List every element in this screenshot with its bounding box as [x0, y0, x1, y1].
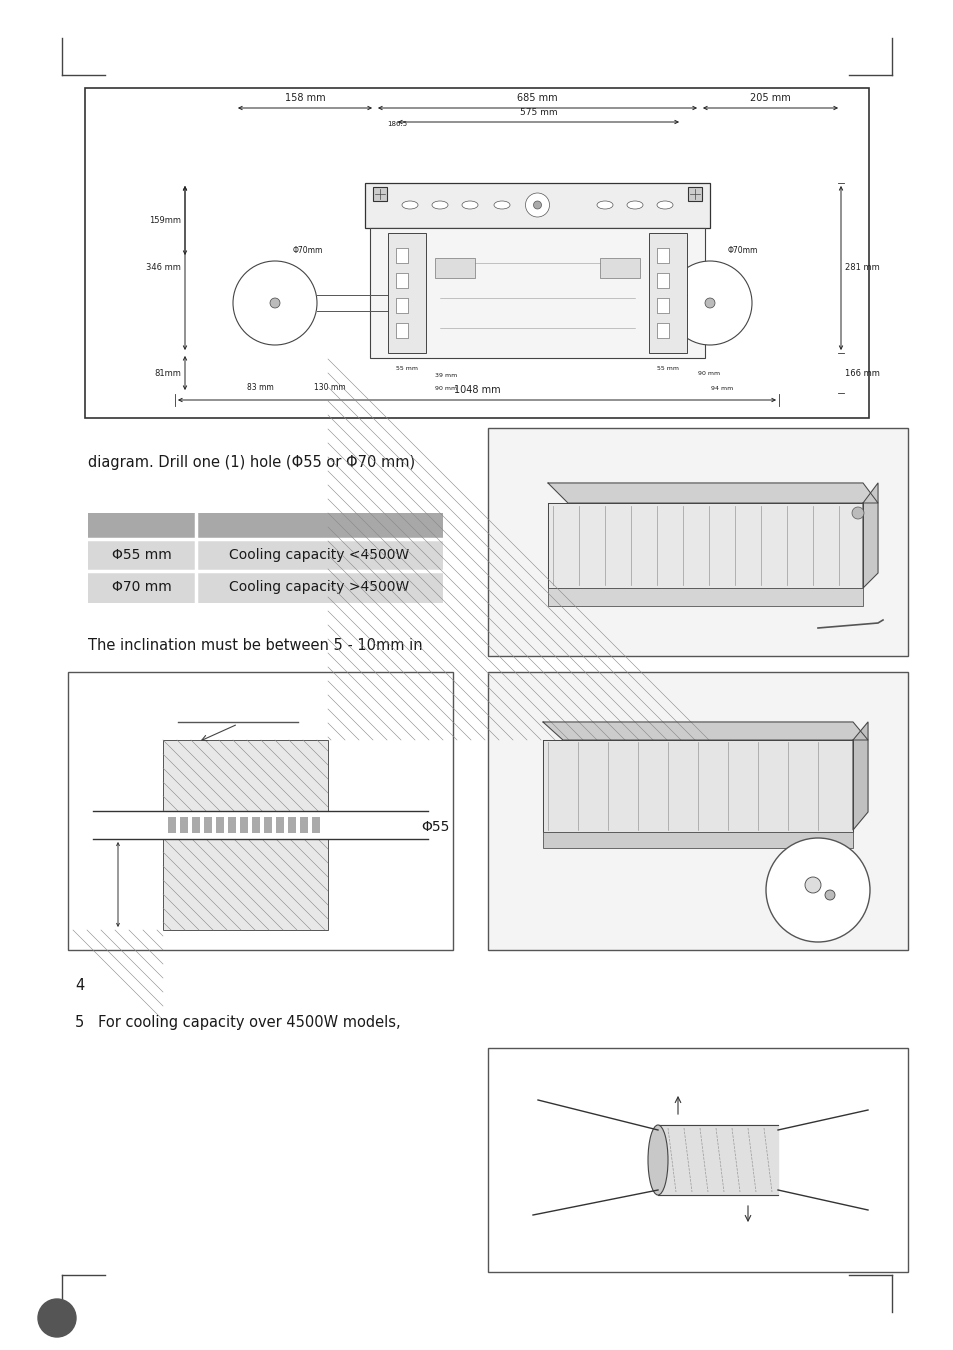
Text: 39 mm: 39 mm: [435, 373, 456, 378]
Bar: [365, 184, 709, 228]
Bar: [687, 188, 701, 201]
Bar: [388, 234, 426, 352]
Polygon shape: [547, 504, 862, 589]
Bar: [657, 298, 668, 313]
Bar: [657, 248, 668, 263]
Circle shape: [38, 1299, 76, 1336]
Text: 346 mm: 346 mm: [146, 263, 181, 273]
Text: 55 mm: 55 mm: [657, 366, 679, 371]
Bar: [488, 672, 907, 950]
Text: 186.5: 186.5: [387, 122, 407, 127]
Bar: [373, 188, 387, 201]
Ellipse shape: [529, 201, 544, 209]
Bar: [395, 273, 408, 288]
Polygon shape: [852, 722, 867, 830]
Text: 158 mm: 158 mm: [284, 93, 325, 103]
Circle shape: [851, 508, 863, 518]
Ellipse shape: [657, 201, 672, 209]
Circle shape: [233, 261, 316, 346]
Bar: [192, 817, 200, 833]
Text: 90 mm: 90 mm: [435, 386, 456, 391]
Text: 281 mm: 281 mm: [844, 263, 879, 273]
Text: 1048 mm: 1048 mm: [454, 385, 499, 396]
Text: 90 mm: 90 mm: [698, 371, 720, 377]
Text: 4: 4: [75, 977, 84, 994]
Bar: [88, 539, 442, 571]
Polygon shape: [542, 722, 867, 740]
Text: Φ55: Φ55: [420, 819, 449, 834]
Text: 575 mm: 575 mm: [519, 108, 557, 117]
Text: Φ70mm: Φ70mm: [727, 246, 758, 255]
Bar: [299, 817, 308, 833]
Bar: [395, 323, 408, 338]
Text: 159mm: 159mm: [149, 216, 181, 225]
Bar: [264, 817, 272, 833]
Circle shape: [525, 193, 549, 217]
Bar: [168, 817, 175, 833]
Bar: [599, 258, 639, 278]
Text: 94 mm: 94 mm: [710, 386, 732, 391]
Text: The inclination must be between 5 - 10mm in: The inclination must be between 5 - 10mm…: [88, 639, 422, 653]
Bar: [370, 228, 704, 358]
Circle shape: [765, 838, 869, 942]
Text: 166 mm: 166 mm: [844, 369, 879, 378]
Polygon shape: [542, 740, 852, 832]
Text: Cooling capacity <4500W: Cooling capacity <4500W: [229, 548, 409, 562]
Bar: [395, 298, 408, 313]
Text: 130 mm: 130 mm: [314, 383, 345, 392]
Ellipse shape: [494, 201, 510, 209]
Circle shape: [667, 261, 751, 346]
Polygon shape: [547, 483, 877, 504]
Bar: [648, 234, 686, 352]
Bar: [657, 273, 668, 288]
Bar: [395, 248, 408, 263]
Text: Φ70 mm: Φ70 mm: [112, 580, 172, 594]
Polygon shape: [658, 1125, 778, 1195]
Text: 5   For cooling capacity over 4500W models,: 5 For cooling capacity over 4500W models…: [75, 1015, 400, 1030]
Bar: [657, 323, 668, 338]
Bar: [542, 832, 852, 848]
Bar: [312, 817, 319, 833]
Bar: [488, 1048, 907, 1272]
Text: Φ55 mm: Φ55 mm: [112, 548, 172, 562]
Ellipse shape: [461, 201, 477, 209]
Bar: [215, 817, 224, 833]
Bar: [68, 672, 453, 950]
Bar: [88, 513, 442, 539]
Text: 55 mm: 55 mm: [395, 366, 417, 371]
Bar: [435, 258, 475, 278]
Bar: [88, 571, 442, 603]
Text: 81mm: 81mm: [154, 369, 181, 378]
Bar: [288, 817, 295, 833]
Text: Cooling capacity >4500W: Cooling capacity >4500W: [229, 580, 409, 594]
Bar: [488, 428, 907, 656]
Ellipse shape: [626, 201, 642, 209]
Polygon shape: [862, 483, 877, 589]
Bar: [252, 817, 260, 833]
Circle shape: [804, 878, 821, 892]
Bar: [240, 817, 248, 833]
Text: 83 mm: 83 mm: [247, 383, 274, 392]
Text: diagram. Drill one (1) hole (Φ55 or Φ70 mm): diagram. Drill one (1) hole (Φ55 or Φ70 …: [88, 455, 415, 470]
Circle shape: [270, 298, 280, 308]
Ellipse shape: [432, 201, 448, 209]
Ellipse shape: [647, 1125, 667, 1195]
Circle shape: [704, 298, 714, 308]
Bar: [275, 817, 284, 833]
Ellipse shape: [401, 201, 417, 209]
Bar: [547, 589, 862, 606]
Text: Φ70mm: Φ70mm: [293, 246, 323, 255]
Bar: [204, 817, 212, 833]
Text: 205 mm: 205 mm: [749, 93, 790, 103]
Bar: [180, 817, 188, 833]
Ellipse shape: [597, 201, 613, 209]
Bar: [228, 817, 235, 833]
Text: 685 mm: 685 mm: [517, 93, 558, 103]
Circle shape: [824, 890, 834, 900]
Bar: [163, 740, 328, 930]
Bar: [85, 88, 868, 418]
Circle shape: [533, 201, 541, 209]
Bar: [88, 811, 433, 838]
